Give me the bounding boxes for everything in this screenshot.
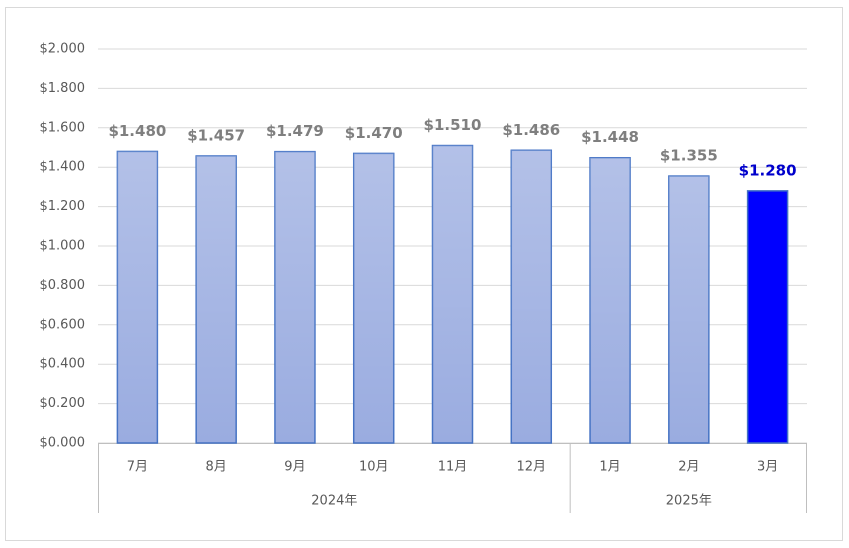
y-tick-label: $0.600 <box>40 317 86 332</box>
bar <box>589 156 631 444</box>
value-label: $1.457 <box>187 126 245 144</box>
value-label: $1.510 <box>424 116 482 134</box>
bar <box>746 190 789 444</box>
x-tick-label: 10月 <box>359 460 389 475</box>
value-label: $1.470 <box>345 124 403 142</box>
y-tick-label: $1.000 <box>40 239 86 254</box>
y-tick-label: $0.800 <box>40 278 86 293</box>
x-tick-label: 1月 <box>599 460 620 475</box>
bar <box>274 150 316 444</box>
bar <box>352 152 395 444</box>
x-tick-label: 12月 <box>517 460 547 475</box>
y-tick-label: $1.400 <box>40 160 86 175</box>
value-label: $1.355 <box>660 147 718 165</box>
y-tick-label: $0.200 <box>40 396 86 411</box>
group-label: 2024年 <box>311 494 357 509</box>
y-tick-label: $1.600 <box>40 120 86 135</box>
y-tick-label: $1.800 <box>40 81 86 96</box>
x-tick-label: 3月 <box>757 460 778 475</box>
bar <box>510 149 553 444</box>
x-tick-label: 9月 <box>284 460 305 475</box>
bar <box>116 150 159 444</box>
value-label: $1.480 <box>108 122 166 140</box>
value-label: $1.486 <box>502 121 560 139</box>
y-tick-label: $0.000 <box>40 436 86 451</box>
value-label: $1.479 <box>266 122 324 140</box>
bar <box>195 155 237 444</box>
y-tick-label: $1.200 <box>40 199 86 214</box>
value-label: $1.448 <box>581 128 639 146</box>
bar <box>431 144 474 444</box>
value-label: $1.280 <box>739 161 797 179</box>
y-tick-label: $2.000 <box>40 42 86 57</box>
bar <box>668 175 710 444</box>
group-label: 2025年 <box>666 494 712 509</box>
x-tick-label: 7月 <box>127 460 148 475</box>
y-tick-label: $0.400 <box>40 357 86 372</box>
x-tick-label: 8月 <box>206 460 227 475</box>
x-tick-label: 11月 <box>438 460 468 475</box>
x-tick-label: 2月 <box>678 460 699 475</box>
